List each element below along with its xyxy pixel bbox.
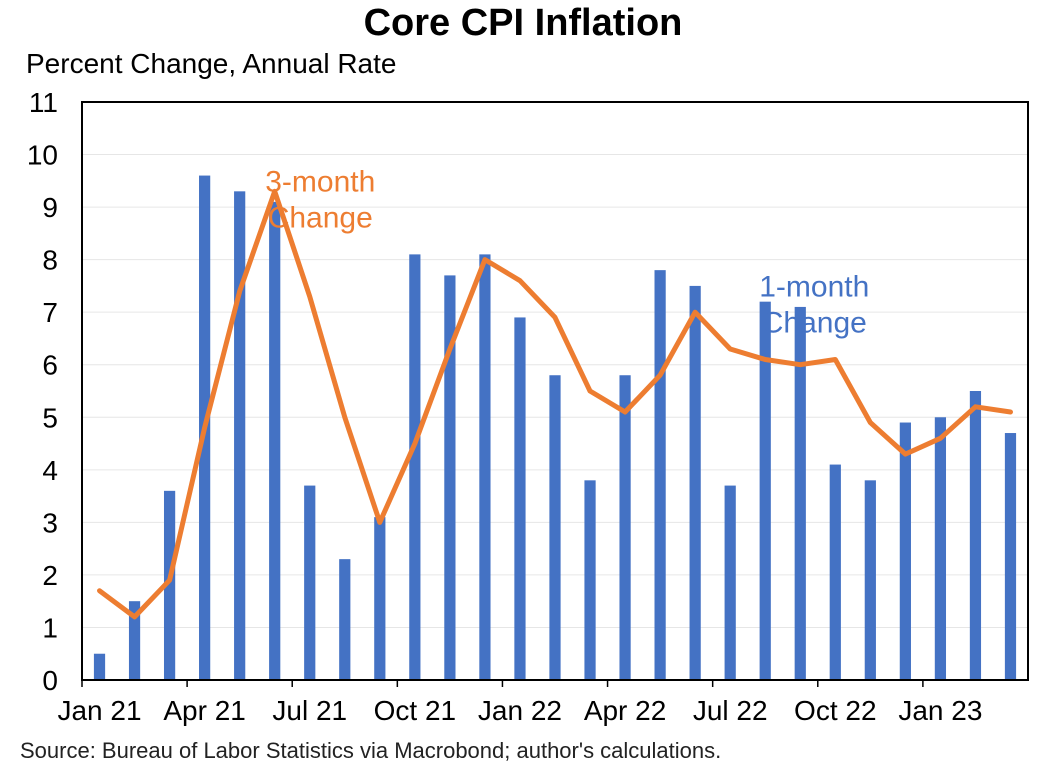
bar: [409, 254, 421, 680]
line-path: [97, 188, 1013, 620]
y-tick-label: 1: [42, 612, 58, 643]
bar: [899, 422, 911, 680]
bar: [654, 270, 666, 680]
y-tick-label: 3: [42, 507, 58, 538]
annotation-label: 1-month Change: [759, 270, 869, 339]
x-axis-ticks: Jan 21 Apr 21 Jul 21 Oct 21 Jan 22 Apr 22 Jul …: [57, 680, 982, 726]
x-tick-label: Oct 22: [794, 695, 876, 726]
bar: [93, 653, 106, 680]
y-axis-label: Percent Change, Annual Rate: [26, 48, 397, 79]
y-tick-label: 6: [42, 350, 58, 381]
y-tick-label: 7: [42, 297, 58, 328]
bar: [269, 201, 281, 680]
x-tick-label: Jan 23: [898, 695, 982, 726]
y-tick-label: 10: [27, 140, 58, 171]
y-tick-label: 2: [42, 560, 58, 591]
bar: [444, 275, 456, 680]
bar: [619, 375, 631, 680]
y-tick-label: 9: [42, 192, 58, 223]
x-tick-label: Apr 21: [163, 695, 246, 726]
plot-frame: [81, 101, 1029, 681]
bar: [374, 517, 386, 680]
y-tick-label: 0: [42, 665, 58, 696]
bar: [829, 464, 841, 680]
bar-series-1-month: [93, 175, 1017, 680]
bar: [724, 485, 736, 680]
bar: [689, 285, 701, 680]
x-tick-label: Oct 21: [374, 695, 456, 726]
bar: [584, 480, 596, 680]
bar: [163, 490, 176, 680]
bar: [479, 254, 491, 680]
line-series-3-month: [97, 188, 1013, 620]
bar: [969, 391, 982, 680]
y-axis-ticks: 0 1 2 3 4 5 6 7 8 9 10 11: [27, 87, 58, 696]
bar: [1004, 433, 1017, 680]
y-tick-label: 4: [42, 455, 58, 486]
bar: [794, 306, 806, 680]
x-tick-label: Apr 22: [584, 695, 667, 726]
x-tick-label: Jan 22: [478, 695, 562, 726]
bar: [514, 317, 526, 680]
x-tick-label: Jan 21: [57, 695, 141, 726]
y-tick-label: 11: [29, 87, 58, 118]
annotation-label: 3-month Change: [265, 165, 375, 234]
annotations: 3-month Change 1-month Change: [265, 165, 869, 339]
bar: [339, 559, 351, 680]
x-tick-label: Jul 21: [272, 695, 347, 726]
bar: [549, 375, 561, 680]
bar: [934, 417, 947, 680]
source-note: Source: Bureau of Labor Statistics via M…: [20, 738, 722, 763]
y-tick-label: 5: [42, 402, 58, 433]
bar: [759, 301, 771, 680]
chart-title: Core CPI Inflation: [363, 2, 683, 44]
bar: [864, 480, 876, 680]
bar: [234, 191, 246, 680]
bar: [128, 601, 141, 680]
bar: [304, 485, 316, 680]
x-tick-label: Jul 22: [693, 695, 768, 726]
y-tick-label: 8: [42, 245, 58, 276]
